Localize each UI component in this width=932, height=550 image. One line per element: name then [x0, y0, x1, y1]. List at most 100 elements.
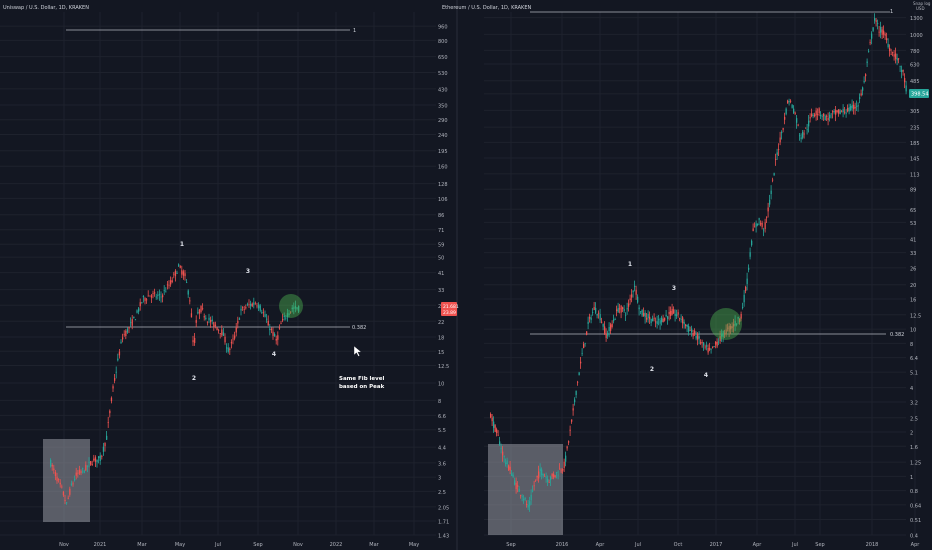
candle-body	[74, 478, 76, 481]
candle-body	[54, 472, 57, 477]
candle-body	[245, 307, 247, 309]
candle-body	[500, 448, 502, 450]
y-tick-label: 0.51	[910, 518, 921, 524]
candle-body	[157, 294, 159, 296]
candle-body	[203, 316, 205, 318]
y-tick-label: 41	[438, 271, 444, 277]
candle-body	[763, 229, 765, 231]
candle-body	[754, 226, 756, 228]
candle-body	[283, 315, 285, 317]
candle-body	[767, 207, 769, 212]
candle-body	[680, 319, 682, 320]
candle-body	[661, 317, 663, 323]
candle-body	[99, 455, 101, 461]
candle-body	[581, 353, 583, 354]
candle-body	[598, 312, 600, 314]
candle-body	[871, 33, 873, 39]
y-tick-label: 235	[910, 126, 920, 132]
candle-body	[290, 311, 292, 313]
candle-body	[862, 87, 864, 91]
candle-body	[571, 419, 573, 422]
x-tick-label: 2018	[866, 542, 879, 548]
candle-body	[703, 342, 705, 346]
candle-body	[275, 338, 277, 341]
candle-body	[541, 469, 543, 475]
y-tick-label: 3.6	[438, 461, 446, 467]
candle-body	[282, 318, 284, 321]
candle-body	[770, 190, 772, 195]
y-tick-label: 6.4	[910, 356, 918, 362]
candle-body	[793, 108, 795, 113]
candle-body	[833, 110, 835, 113]
candle-body	[174, 270, 177, 277]
candle-body	[566, 446, 568, 449]
candle-body	[208, 317, 210, 321]
x-tick-label: Apr	[753, 542, 763, 548]
candle-body	[755, 223, 757, 227]
candle-body	[623, 308, 625, 312]
candle-body	[96, 459, 98, 463]
candle-body	[259, 305, 261, 311]
candle-body	[652, 318, 654, 322]
y-tick-label: 195	[438, 149, 448, 155]
candle-body	[772, 179, 774, 181]
currency-label: USD	[916, 6, 925, 11]
candle-body	[670, 310, 672, 316]
candle-body	[122, 337, 124, 340]
candle-body	[211, 319, 213, 321]
candle-body	[502, 451, 504, 456]
candle-body	[821, 116, 823, 118]
candle-body	[646, 317, 648, 320]
y-tick-label: 800	[438, 39, 448, 45]
y-tick-label: 41	[910, 237, 916, 243]
candle-body	[701, 341, 703, 343]
candle-body	[298, 305, 300, 312]
x-tick-label: Jul	[791, 542, 798, 548]
candle-body	[797, 124, 799, 126]
candle-body	[730, 325, 732, 330]
candle-body	[578, 372, 580, 376]
candle-body	[130, 322, 132, 324]
candle-body	[202, 308, 204, 310]
candle-body	[892, 52, 894, 54]
candle-body	[517, 485, 519, 487]
y-tick-label: 0.8	[910, 489, 918, 495]
candle-body	[829, 114, 831, 119]
candle-body	[171, 280, 173, 282]
candle-body	[859, 97, 861, 99]
candle-body	[53, 468, 55, 471]
candle-body	[808, 120, 810, 127]
candle-body	[544, 475, 546, 477]
y-tick-label: 10	[438, 381, 444, 387]
candle-body	[796, 118, 798, 123]
candle-body	[817, 114, 819, 115]
candle-body	[718, 341, 720, 343]
candle-body	[51, 465, 53, 467]
y-tick-label: 0.4	[910, 534, 918, 540]
annotation-line-1: Same Fib level	[339, 376, 384, 382]
candle-body	[251, 303, 253, 307]
candle-body	[653, 317, 655, 319]
candle-body	[536, 475, 538, 478]
y-tick-label: 65	[910, 208, 916, 214]
candle-body	[147, 295, 149, 297]
candle-body	[254, 303, 257, 305]
candle-body	[168, 284, 170, 286]
candle-body	[107, 422, 109, 424]
candle-body	[72, 483, 74, 485]
y-tick-label: 15	[438, 350, 444, 356]
candle-body	[120, 341, 122, 343]
candle-body	[839, 110, 841, 115]
candle-body	[688, 326, 690, 332]
y-tick-label: 8	[910, 342, 913, 348]
y-tick-label: 145	[910, 156, 920, 162]
x-tick-label: 2022	[330, 542, 343, 548]
y-tick-label: 350	[438, 103, 448, 109]
candle-body	[697, 333, 699, 340]
y-tick-label: 185	[910, 141, 920, 147]
candle-body	[809, 117, 811, 119]
candle-body	[117, 358, 119, 361]
candle-body	[613, 319, 615, 322]
candle-body	[234, 335, 236, 339]
left-price-badge	[441, 302, 457, 316]
